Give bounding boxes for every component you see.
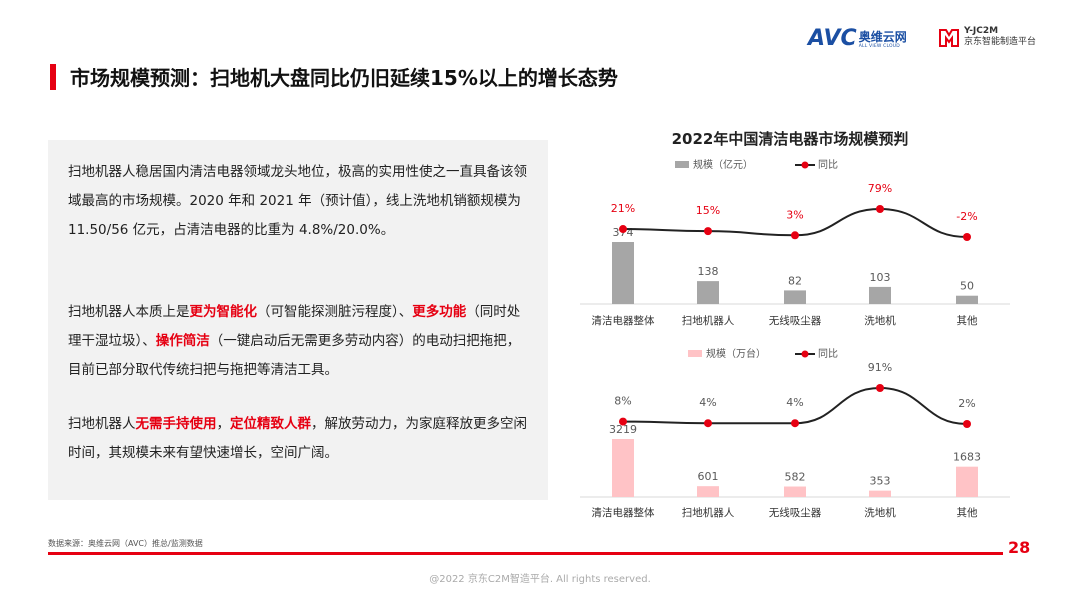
- bar: [869, 286, 891, 304]
- legend-label-line: 同比: [818, 159, 838, 171]
- bar: [612, 242, 634, 304]
- legend-swatch-bar: [675, 161, 689, 168]
- legend-swatch-bar: [688, 350, 702, 357]
- yoy-label: 2%: [958, 397, 975, 410]
- para2-highlight-1: 更为智能化: [189, 304, 258, 320]
- category-label: 其他: [957, 506, 978, 519]
- bar: [869, 490, 891, 497]
- category-label: 洗地机: [864, 506, 896, 519]
- page-number: 28: [1008, 538, 1031, 557]
- bar: [612, 439, 634, 497]
- category-label: 无线吸尘器: [769, 506, 822, 519]
- yoy-point: [704, 419, 712, 428]
- para3-text-2: ，: [216, 416, 231, 432]
- paragraph-1: 扫地机器人稳居国内清洁电器领域龙头地位，极高的实用性使之一直具备该领域最高的市场…: [68, 164, 527, 238]
- para3-highlight-2: 定位精致人群: [230, 416, 311, 432]
- chart-title: 2022年中国清洁电器市场规模预判: [671, 130, 909, 148]
- title-accent-bar: [50, 64, 56, 90]
- para2-highlight-3: 操作简洁: [155, 333, 210, 349]
- legend-marker: [801, 161, 809, 169]
- bar: [784, 486, 806, 497]
- jd-c2m-logo-icon: [939, 29, 959, 47]
- yoy-label: 15%: [696, 204, 720, 217]
- page-title: 市场规模预测：扫地机大盘同比仍旧延续15%以上的增长态势: [70, 66, 618, 90]
- legend-label-bar: 规模（亿元）: [693, 158, 753, 171]
- category-label: 清洁电器整体: [592, 314, 655, 327]
- yoy-label: 4%: [786, 396, 803, 409]
- category-label: 其他: [957, 314, 978, 327]
- bar: [784, 290, 806, 304]
- data-source: 数据来源：奥维云网（AVC）推总/监测数据: [48, 539, 203, 548]
- bar: [956, 295, 978, 304]
- para3-text-1: 扫地机器人: [68, 416, 136, 432]
- yoy-point: [963, 420, 971, 428]
- bar-value-label: 353: [870, 475, 891, 488]
- legend-label-bar: 规模（万台）: [706, 347, 766, 360]
- yoy-label: 4%: [699, 396, 716, 409]
- category-label: 无线吸尘器: [769, 314, 822, 327]
- legend-label-line: 同比: [818, 348, 838, 360]
- yoy-label: 21%: [611, 202, 635, 215]
- yoy-point: [619, 417, 627, 426]
- paragraph-2: 扫地机器人本质上是更为智能化（可智能探测脏污程度）、更多功能（同时处理干湿垃圾）…: [68, 298, 533, 385]
- bar-value-label: 82: [788, 274, 802, 287]
- yoy-point: [876, 205, 884, 213]
- yoy-label: 91%: [868, 361, 892, 374]
- para2-text-4: （一键启动后无需更多劳动内容）的电动扫把拖把，目前已部分取代传统扫把与拖把等清洁…: [68, 333, 521, 378]
- yoy-line: [622, 386, 968, 425]
- category-label: 扫地机器人: [682, 314, 735, 327]
- para3-highlight-1: 无需手持使用: [135, 416, 217, 432]
- footer-divider: [48, 552, 1003, 555]
- yoy-label: 3%: [786, 208, 803, 221]
- paragraph-3: 扫地机器人无需手持使用，定位精致人群，解放劳动力，为家庭释放更多空闲时间，其规模…: [68, 410, 533, 468]
- bar-value-label: 3219: [609, 423, 637, 436]
- bar-value-label: 50: [960, 280, 974, 293]
- bar-value-label: 138: [698, 265, 719, 278]
- jd-logo-line2: 京东智能制造平台: [964, 37, 1037, 47]
- para3-text-3: ，解放劳动力，为家庭释放更多空闲时间，其规模未来有望快速增长，空间广阔。: [68, 416, 527, 461]
- yoy-point: [619, 225, 627, 234]
- bar-value-label: 103: [870, 271, 891, 284]
- avc-logo-mark: AVC: [808, 26, 857, 51]
- bar-value-label: 601: [698, 470, 719, 483]
- jd-logo-line1: Y-JC2M: [964, 26, 999, 36]
- bar: [697, 281, 719, 304]
- jd-c2m-logo: Y-JC2M 京东智能制造平台: [938, 26, 1036, 48]
- text-panel: 扫地机器人稳居国内清洁电器领域龙头地位，极高的实用性使之一直具备该领域最高的市场…: [48, 140, 548, 500]
- yoy-label: 79%: [868, 182, 892, 195]
- category-label: 扫地机器人: [682, 506, 735, 519]
- copyright: @2022 京东C2M智造平台. All rights reserved.: [429, 574, 651, 585]
- yoy-point: [704, 227, 712, 236]
- avc-logo: AVC 奥维云网 ALL VIEW CLOUD: [808, 26, 907, 50]
- chart-2: 规模（万台） 同比 3219 清洁电器整体 601 扫地机器人 582 无线吸尘器 353 洗地机…: [580, 347, 1010, 519]
- para2-highlight-2: 更多功能: [412, 304, 467, 320]
- category-label: 洗地机: [864, 314, 896, 327]
- bar: [697, 486, 719, 497]
- para2-text-2: （可智能探测脏污程度）、: [257, 304, 413, 320]
- yoy-point: [791, 231, 799, 240]
- yoy-point: [876, 384, 884, 392]
- category-label: 清洁电器整体: [592, 506, 655, 519]
- bar-value-label: 582: [785, 471, 806, 484]
- yoy-point: [963, 233, 971, 241]
- bar: [956, 466, 978, 497]
- yoy-label: -2%: [956, 210, 977, 223]
- legend-marker: [801, 350, 809, 358]
- bar-value-label: 1683: [953, 451, 981, 464]
- para2-text-3: （同时处理干湿垃圾）、: [68, 304, 521, 349]
- yoy-label: 8%: [614, 395, 631, 408]
- para2-text-1: 扫地机器人本质上是: [68, 304, 190, 320]
- yoy-point: [791, 419, 799, 428]
- chart-1: 规模（亿元）同比374清洁电器整体138扫地机器人82无线吸尘器103洗地机50…: [580, 158, 1010, 327]
- avc-logo-cn: 奥维云网: [858, 30, 907, 44]
- avc-logo-en: ALL VIEW CLOUD: [858, 44, 900, 49]
